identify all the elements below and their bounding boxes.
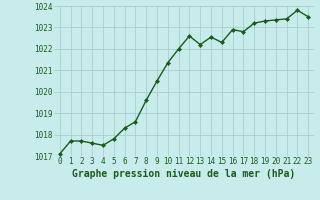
X-axis label: Graphe pression niveau de la mer (hPa): Graphe pression niveau de la mer (hPa) [72,169,296,179]
